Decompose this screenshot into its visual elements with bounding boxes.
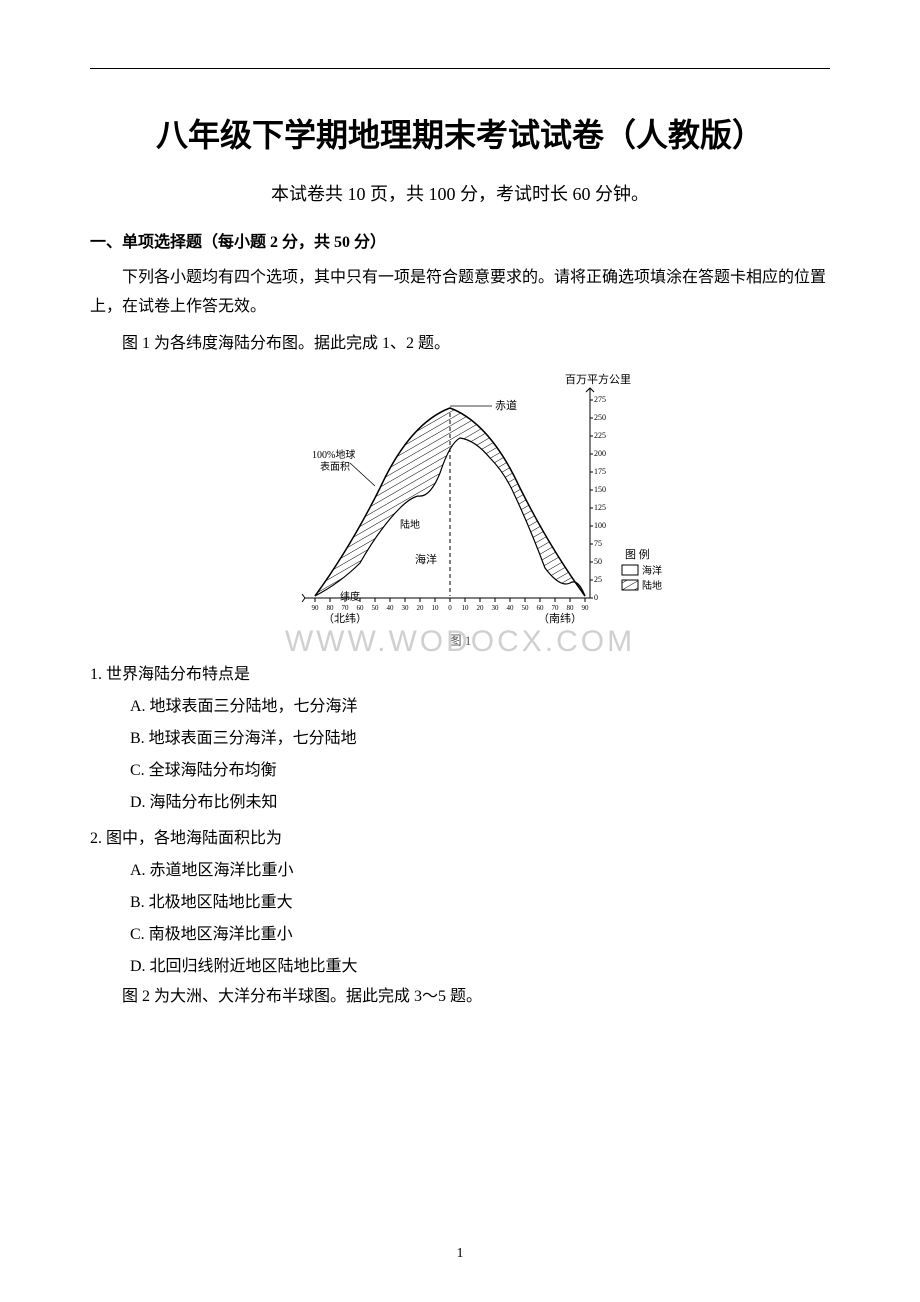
x-axis-label: 纬度 (340, 590, 360, 603)
svg-text:80: 80 (327, 604, 335, 612)
x-north-label: （北纬） (323, 612, 367, 625)
x-south-label: （南纬） (538, 612, 582, 625)
svg-text:80: 80 (567, 604, 575, 612)
q2-stem: 2. 图中，各地海陆面积比为 (90, 823, 830, 855)
figure2-intro: 图 2 为大洲、大洋分布半球图。据此完成 3～5 题。 (90, 983, 830, 1012)
pct-label-1: 100%地球 (312, 448, 355, 461)
svg-text:60: 60 (537, 604, 545, 612)
question-2: 2. 图中，各地海陆面积比为 A. 赤道地区海洋比重小 B. 北极地区陆地比重大… (90, 823, 830, 983)
legend-land: 陆地 (642, 579, 662, 592)
svg-text:30: 30 (402, 604, 410, 612)
ocean-label: 海洋 (415, 552, 437, 566)
svg-text:225: 225 (594, 431, 606, 440)
svg-text:90: 90 (312, 604, 320, 612)
figure1-intro: 图 1 为各纬度海陆分布图。据此完成 1、2 题。 (90, 330, 830, 359)
figure1-caption: 图 1 (90, 630, 830, 649)
page-number: 1 (0, 1246, 920, 1262)
svg-text:25: 25 (594, 575, 602, 584)
pct-label-2: 表面积 (320, 460, 350, 473)
svg-text:200: 200 (594, 449, 606, 458)
top-border-line (90, 68, 830, 69)
q2-option-b: B. 北极地区陆地比重大 (90, 887, 830, 919)
q1-stem: 1. 世界海陆分布特点是 (90, 659, 830, 691)
section-1-header: 一、单项选择题（每小题 2 分，共 50 分） (90, 228, 830, 252)
svg-text:30: 30 (492, 604, 500, 612)
svg-text:70: 70 (552, 604, 560, 612)
svg-text:100: 100 (594, 521, 606, 530)
q2-option-d: D. 北回归线附近地区陆地比重大 (90, 951, 830, 983)
svg-text:90: 90 (582, 604, 590, 612)
svg-text:50: 50 (522, 604, 530, 612)
svg-text:75: 75 (594, 539, 602, 548)
svg-text:10: 10 (432, 604, 440, 612)
svg-text:20: 20 (477, 604, 485, 612)
y-axis-title: 百万平方公里 (565, 372, 631, 386)
figure1-container: 0 25 50 75 100 125 150 175 200 225 250 2… (90, 368, 830, 649)
exam-subtitle: 本试卷共 10 页，共 100 分，考试时长 60 分钟。 (90, 180, 830, 206)
q2-option-a: A. 赤道地区海洋比重小 (90, 855, 830, 887)
legend-title: 图 例 (625, 547, 650, 561)
svg-text:175: 175 (594, 467, 606, 476)
q1-option-a: A. 地球表面三分陆地，七分海洋 (90, 691, 830, 723)
figure1-chart: 0 25 50 75 100 125 150 175 200 225 250 2… (250, 368, 670, 628)
svg-text:40: 40 (387, 604, 395, 612)
svg-text:40: 40 (507, 604, 515, 612)
svg-text:60: 60 (357, 604, 365, 612)
svg-text:10: 10 (462, 604, 470, 612)
q2-option-c: C. 南极地区海洋比重小 (90, 919, 830, 951)
land-label: 陆地 (400, 518, 420, 531)
question-1: 1. 世界海陆分布特点是 A. 地球表面三分陆地，七分海洋 B. 地球表面三分海… (90, 659, 830, 819)
svg-text:0: 0 (448, 604, 452, 612)
q1-option-c: C. 全球海陆分布均衡 (90, 755, 830, 787)
svg-text:150: 150 (594, 485, 606, 494)
svg-text:125: 125 (594, 503, 606, 512)
svg-text:70: 70 (342, 604, 350, 612)
q1-option-b: B. 地球表面三分海洋，七分陆地 (90, 723, 830, 755)
instructions-text: 下列各小题均有四个选项，其中只有一项是符合题意要求的。请将正确选项填涂在答题卡相… (90, 264, 830, 322)
equator-label: 赤道 (495, 398, 517, 412)
svg-text:20: 20 (417, 604, 425, 612)
svg-text:50: 50 (594, 557, 602, 566)
svg-text:50: 50 (372, 604, 380, 612)
svg-text:0: 0 (594, 593, 598, 602)
exam-title: 八年级下学期地理期末考试试卷（人教版） (90, 110, 830, 156)
legend-ocean: 海洋 (642, 564, 662, 577)
svg-text:250: 250 (594, 413, 606, 422)
svg-text:275: 275 (594, 395, 606, 404)
q1-option-d: D. 海陆分布比例未知 (90, 787, 830, 819)
